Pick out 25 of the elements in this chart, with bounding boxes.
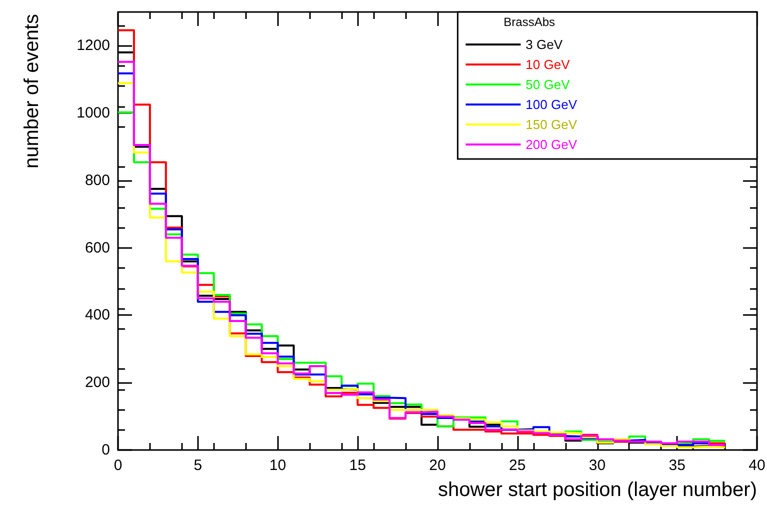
x-tick-label: 20 bbox=[429, 457, 446, 474]
y-tick-label: 600 bbox=[84, 239, 110, 256]
y-tick-label: 400 bbox=[84, 306, 110, 324]
legend-label: 150 GeV bbox=[526, 117, 578, 132]
x-axis-title: shower start position (layer number) bbox=[438, 479, 757, 501]
y-tick-label: 1200 bbox=[76, 37, 110, 54]
legend-label: 3 GeV bbox=[526, 37, 563, 52]
legend-label: 100 GeV bbox=[526, 97, 578, 112]
x-tick-label: 40 bbox=[748, 457, 766, 474]
x-tick-label: 30 bbox=[588, 457, 606, 474]
y-tick-label: 800 bbox=[84, 172, 110, 189]
y-tick-label: 1000 bbox=[76, 104, 110, 122]
x-tick-label: 35 bbox=[668, 457, 686, 474]
y-axis-title: number of events bbox=[21, 14, 43, 169]
x-tick-label: 5 bbox=[194, 457, 202, 474]
y-tick-label: 200 bbox=[84, 374, 110, 392]
x-tick-label: 25 bbox=[509, 457, 526, 474]
legend-label: 10 GeV bbox=[526, 57, 570, 72]
legend-label: 50 GeV bbox=[526, 77, 570, 92]
x-tick-label: 15 bbox=[349, 457, 366, 474]
legend-title: BrassAbs bbox=[504, 15, 556, 29]
x-tick-label: 0 bbox=[114, 457, 122, 474]
y-tick-label: 0 bbox=[102, 442, 110, 458]
legend-label: 200 GeV bbox=[526, 137, 578, 152]
x-tick-label: 10 bbox=[269, 457, 286, 474]
